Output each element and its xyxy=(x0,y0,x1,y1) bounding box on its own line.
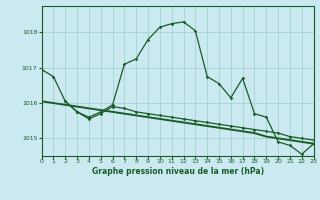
X-axis label: Graphe pression niveau de la mer (hPa): Graphe pression niveau de la mer (hPa) xyxy=(92,167,264,176)
